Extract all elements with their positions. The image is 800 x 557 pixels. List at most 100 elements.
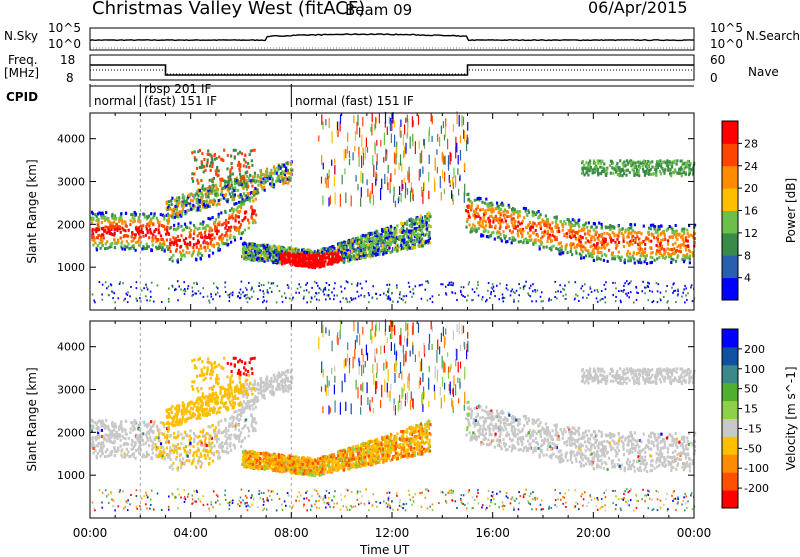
- scatter-cell: [615, 300, 617, 302]
- scatter-cell: [196, 167, 198, 170]
- scatter-cell: [405, 143, 406, 154]
- scatter-cell: [316, 299, 318, 301]
- scatter-cell: [266, 170, 268, 173]
- scatter-cell: [196, 179, 198, 182]
- scatter-cell: [349, 301, 351, 303]
- scatter-cell: [657, 234, 659, 237]
- scatter-cell: [248, 166, 250, 169]
- scatter-cell: [670, 174, 672, 177]
- scatter-cell: [467, 122, 468, 131]
- scatter-cell: [657, 160, 659, 163]
- scatter-cell: [525, 238, 527, 241]
- scatter-cell: [584, 283, 586, 285]
- scatter-cell: [362, 173, 363, 184]
- scatter-cell: [108, 286, 110, 288]
- scatter-cell: [241, 152, 243, 155]
- scatter-cell: [600, 247, 602, 250]
- scatter-cell: [200, 222, 202, 225]
- scatter-cell: [108, 221, 110, 224]
- scatter-cell: [103, 237, 105, 240]
- scatter-cell: [580, 257, 582, 260]
- scatter-cell: [409, 234, 411, 237]
- scatter-cell: [498, 298, 500, 300]
- scatter-cell: [177, 223, 179, 226]
- scatter-cell: [285, 259, 287, 262]
- scatter-cell: [329, 298, 331, 300]
- scatter-cell: [513, 212, 515, 215]
- scatter-cell: [569, 232, 571, 235]
- scatter-cell: [514, 239, 516, 242]
- scatter-cell: [688, 249, 690, 252]
- scatter-cell: [357, 184, 358, 190]
- scatter-cell: [464, 184, 465, 197]
- scatter-cell: [182, 249, 184, 252]
- scatter-cell: [482, 296, 484, 298]
- scatter-cell: [268, 246, 270, 249]
- scatter-cell: [126, 225, 128, 228]
- scatter-cell: [186, 251, 188, 254]
- scatter-cell: [193, 243, 195, 246]
- scatter-cell: [199, 252, 201, 255]
- scatter-cell: [215, 194, 217, 197]
- scatter-cell: [361, 252, 363, 255]
- scatter-cell: [535, 229, 537, 232]
- scatter-cell: [622, 165, 624, 168]
- scatter-cell: [149, 231, 151, 234]
- scatter-cell: [295, 247, 297, 250]
- scatter-cell: [247, 219, 249, 222]
- scatter-cell: [227, 221, 229, 224]
- scatter-cell: [269, 177, 271, 180]
- scatter-cell: [193, 224, 195, 227]
- scatter-cell: [142, 231, 144, 234]
- scatter-cell: [280, 172, 282, 175]
- scatter-cell: [475, 215, 477, 218]
- scatter-cell: [419, 228, 421, 231]
- scatter-cell: [405, 118, 406, 123]
- scatter-cell: [455, 292, 457, 294]
- scatter-cell: [432, 116, 433, 125]
- scatter-cell: [420, 214, 422, 217]
- scatter-cell: [656, 282, 658, 284]
- scatter-cell: [331, 255, 333, 258]
- scatter-cell: [276, 167, 278, 170]
- scatter-cell: [237, 189, 239, 192]
- scatter-cell: [623, 245, 625, 248]
- scatter-cell: [295, 292, 297, 294]
- scatter-cell: [561, 249, 563, 252]
- scatter-cell: [510, 294, 512, 296]
- scatter-cell: [245, 287, 247, 289]
- scatter-cell: [248, 222, 250, 225]
- scatter-cell: [180, 258, 182, 261]
- scatter-cell: [184, 210, 186, 213]
- scatter-cell: [218, 244, 220, 247]
- scatter-cell: [522, 230, 524, 233]
- scatter-cell: [651, 261, 653, 264]
- scatter-cell: [132, 239, 134, 242]
- scatter-cell: [187, 247, 189, 250]
- scatter-cell: [675, 224, 677, 227]
- scatter-cell: [650, 173, 652, 176]
- scatter-cell: [600, 172, 602, 175]
- scatter-cell: [377, 245, 379, 248]
- scatter-cell: [257, 191, 259, 194]
- scatter-cell: [361, 287, 363, 289]
- scatter-cell: [314, 260, 316, 263]
- scatter-cell: [121, 222, 123, 225]
- scatter-cell: [556, 297, 558, 299]
- scatter-cell: [168, 298, 170, 300]
- scatter-cell: [633, 258, 635, 261]
- scatter-cell: [678, 172, 680, 175]
- scatter-cell: [330, 262, 332, 265]
- scatter-cell: [493, 286, 495, 288]
- scatter-cell: [171, 209, 173, 212]
- scatter-cell: [504, 297, 506, 299]
- scatter-cell: [664, 238, 666, 241]
- scatter-cell: [121, 247, 123, 250]
- scatter-cell: [240, 182, 242, 185]
- scatter-cell: [444, 172, 445, 182]
- scatter-cell: [634, 162, 636, 165]
- scatter-cell: [487, 290, 489, 292]
- scatter-cell: [108, 294, 110, 296]
- scatter-cell: [609, 164, 611, 167]
- scatter-cell: [163, 225, 165, 228]
